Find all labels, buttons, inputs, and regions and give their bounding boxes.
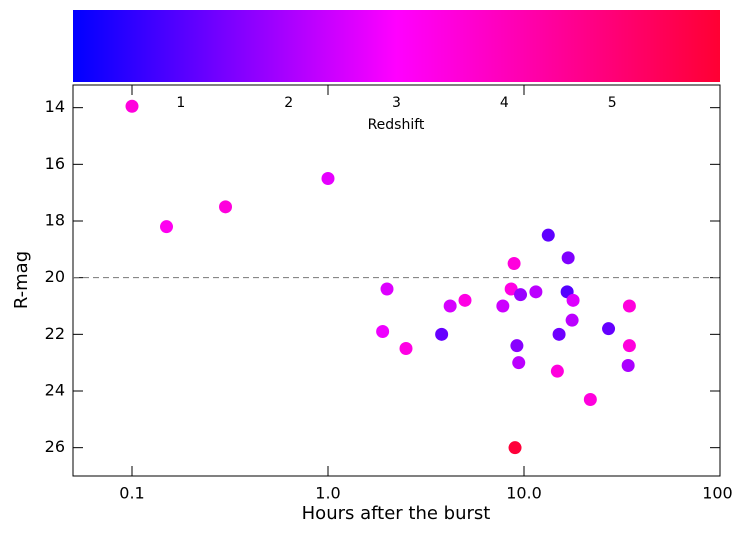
colorbar-tick-label: 2 <box>284 95 293 111</box>
point <box>621 359 635 372</box>
y-axis-label: R-mag <box>11 251 32 309</box>
y-tick-label: 20 <box>45 267 65 286</box>
point <box>566 293 580 307</box>
x-axis-label: Hours after the burst <box>302 503 491 524</box>
point <box>510 339 524 353</box>
point <box>622 339 636 353</box>
point <box>435 327 449 341</box>
point <box>458 293 472 307</box>
point <box>529 285 543 299</box>
colorbar-tick-label: 3 <box>392 95 401 111</box>
point <box>504 282 518 296</box>
point <box>496 299 510 313</box>
x-tick-label: 10.0 <box>506 484 542 503</box>
x-tick-label: 100. <box>702 484 734 503</box>
point <box>561 251 575 265</box>
y-tick-label: 22 <box>45 324 65 343</box>
point <box>622 299 636 313</box>
point <box>380 282 394 296</box>
point <box>565 313 579 327</box>
y-tick-label: 18 <box>45 211 65 230</box>
point <box>125 99 139 113</box>
point <box>512 356 526 370</box>
point <box>550 364 564 378</box>
point <box>443 299 457 313</box>
x-tick-label: 1.0 <box>315 484 340 503</box>
colorbar <box>73 10 720 82</box>
point <box>541 228 555 242</box>
plot-frame <box>72 84 721 477</box>
y-tick-label: 16 <box>45 154 65 173</box>
x-tick-label: 0.1 <box>119 484 144 503</box>
colorbar-tick-label: 4 <box>500 95 509 111</box>
point <box>602 322 616 336</box>
point <box>508 441 522 455</box>
point <box>507 257 521 270</box>
y-tick-label: 26 <box>45 437 65 456</box>
point <box>552 327 566 341</box>
point <box>219 200 233 214</box>
point <box>376 325 390 338</box>
point <box>321 172 335 185</box>
y-tick-label: 24 <box>45 381 65 400</box>
y-tick-label: 14 <box>45 97 65 116</box>
point <box>160 220 174 234</box>
point <box>514 288 528 302</box>
point <box>583 393 597 406</box>
colorbar-tick-label: 5 <box>608 95 617 111</box>
point <box>399 342 413 355</box>
colorbar-label: Redshift <box>368 117 425 133</box>
colorbar-tick-label: 1 <box>176 95 185 111</box>
